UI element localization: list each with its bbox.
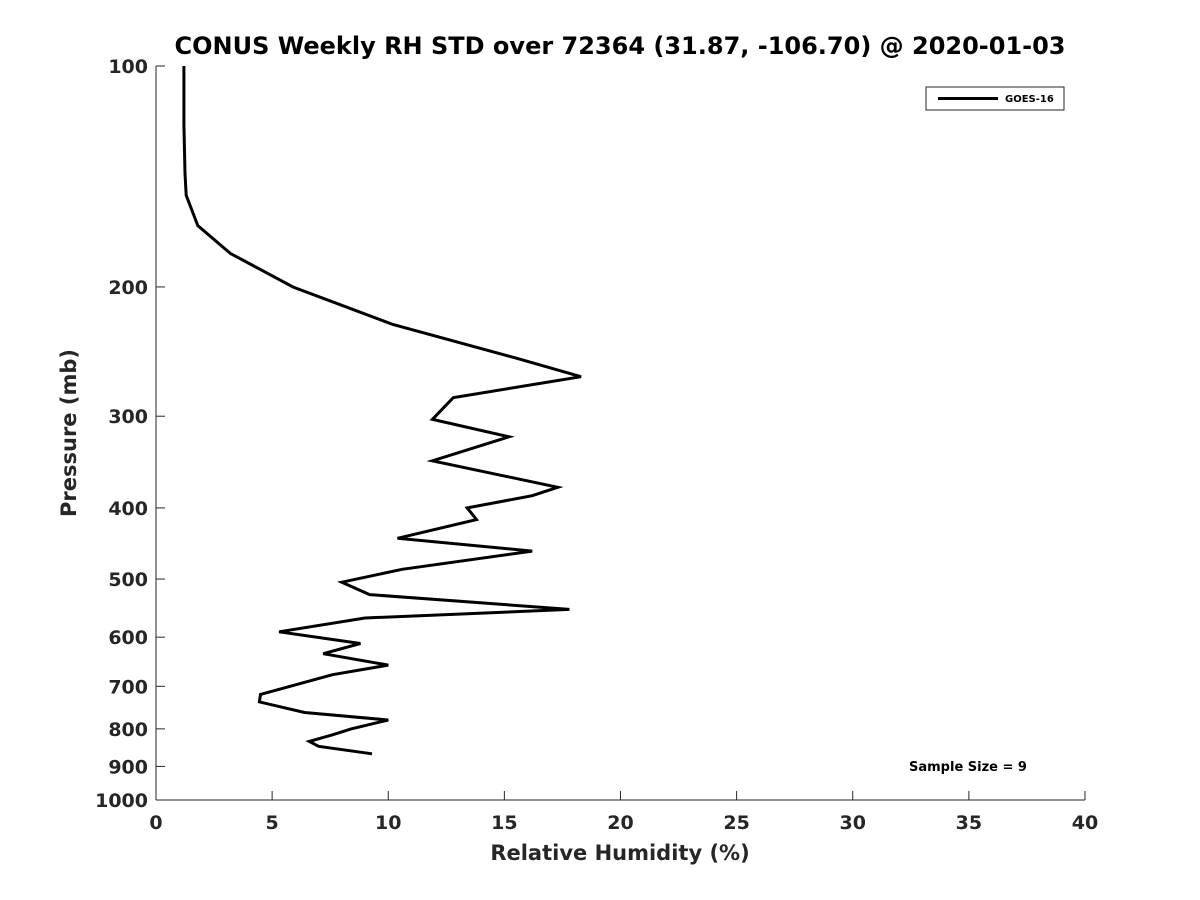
x-tick-label: 0 [149,812,162,834]
y-tick-label: 900 [108,756,148,778]
sample-size-annotation: Sample Size = 9 [909,760,1027,775]
x-tick-label: 30 [840,812,866,834]
series-line-goes-16 [182,66,582,756]
x-axis-label: Relative Humidity (%) [490,841,749,865]
y-tick-label: 1000 [95,790,148,812]
chart-title: CONUS Weekly RH STD over 72364 (31.87, -… [174,32,1065,60]
x-tick-label: 35 [956,812,982,834]
y-tick-label: 500 [108,569,148,591]
y-tick-label: 300 [108,406,148,428]
x-tick-label: 20 [607,812,633,834]
y-tick-label: 800 [108,719,148,741]
legend: GOES-16 [925,86,1065,111]
y-axis-ticks: 100 200 300 400 500 600 700 800 900 1000 [95,56,165,812]
series-layer [182,66,582,756]
y-tick-label: 700 [108,676,148,698]
y-tick-label: 200 [108,277,148,299]
x-tick-label: 40 [1072,812,1098,834]
y-tick-label: 600 [108,627,148,649]
x-tick-label: 15 [491,812,517,834]
y-tick-label: 400 [108,498,148,520]
x-tick-label: 25 [723,812,749,834]
legend-label-goes-16: GOES-16 [1005,94,1054,105]
y-axis-label: Pressure (mb) [57,349,81,517]
y-tick-label: 100 [108,56,148,78]
x-tick-label: 5 [266,812,279,834]
x-tick-label: 10 [375,812,401,834]
x-axis-ticks: 0 5 10 15 20 25 30 35 40 [149,791,1098,834]
